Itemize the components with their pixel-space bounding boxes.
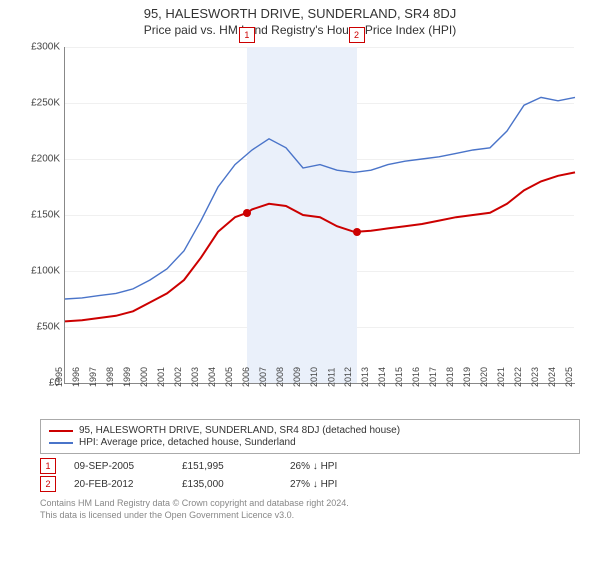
sale-delta: 26% ↓ HPI <box>290 461 380 472</box>
series-property <box>65 172 575 321</box>
sale-price: £135,000 <box>182 479 272 490</box>
y-tick-label: £250K <box>20 98 60 109</box>
legend-item-hpi: HPI: Average price, detached house, Sund… <box>49 437 571 448</box>
page-title: 95, HALESWORTH DRIVE, SUNDERLAND, SR4 8D… <box>0 6 600 21</box>
page-subtitle: Price paid vs. HM Land Registry's House … <box>0 23 600 37</box>
y-tick-label: £200K <box>20 154 60 165</box>
sale-badge-1: 1 <box>40 458 56 474</box>
sale-date: 09-SEP-2005 <box>74 461 164 472</box>
legend-swatch <box>49 442 73 444</box>
sales-table: 1 09-SEP-2005 £151,995 26% ↓ HPI 2 20-FE… <box>40 458 580 492</box>
table-row: 1 09-SEP-2005 £151,995 26% ↓ HPI <box>40 458 580 474</box>
legend-swatch <box>49 430 73 432</box>
sale-marker <box>243 209 251 217</box>
sale-badge-2: 2 <box>40 476 56 492</box>
series-hpi <box>65 97 575 299</box>
y-tick-label: £50K <box>20 322 60 333</box>
sale-marker <box>353 228 361 236</box>
y-tick-label: £100K <box>20 266 60 277</box>
x-tick-label: 2025 <box>564 367 590 387</box>
legend: 95, HALESWORTH DRIVE, SUNDERLAND, SR4 8D… <box>40 419 580 454</box>
legend-label: 95, HALESWORTH DRIVE, SUNDERLAND, SR4 8D… <box>79 425 400 436</box>
sale-tag: 2 <box>349 27 365 43</box>
plot-area: 12 <box>64 47 575 384</box>
chart-lines <box>65 47 575 383</box>
legend-label: HPI: Average price, detached house, Sund… <box>79 437 296 448</box>
footer: Contains HM Land Registry data © Crown c… <box>40 498 580 521</box>
sale-price: £151,995 <box>182 461 272 472</box>
sale-tag: 1 <box>239 27 255 43</box>
footer-line-2: This data is licensed under the Open Gov… <box>40 510 580 522</box>
sale-delta: 27% ↓ HPI <box>290 479 380 490</box>
y-tick-label: £150K <box>20 210 60 221</box>
legend-item-property: 95, HALESWORTH DRIVE, SUNDERLAND, SR4 8D… <box>49 425 571 436</box>
footer-line-1: Contains HM Land Registry data © Crown c… <box>40 498 580 510</box>
table-row: 2 20-FEB-2012 £135,000 27% ↓ HPI <box>40 476 580 492</box>
y-tick-label: £300K <box>20 42 60 53</box>
chart: £0£50K£100K£150K£200K£250K£300K 12 19951… <box>20 43 580 413</box>
sale-date: 20-FEB-2012 <box>74 479 164 490</box>
